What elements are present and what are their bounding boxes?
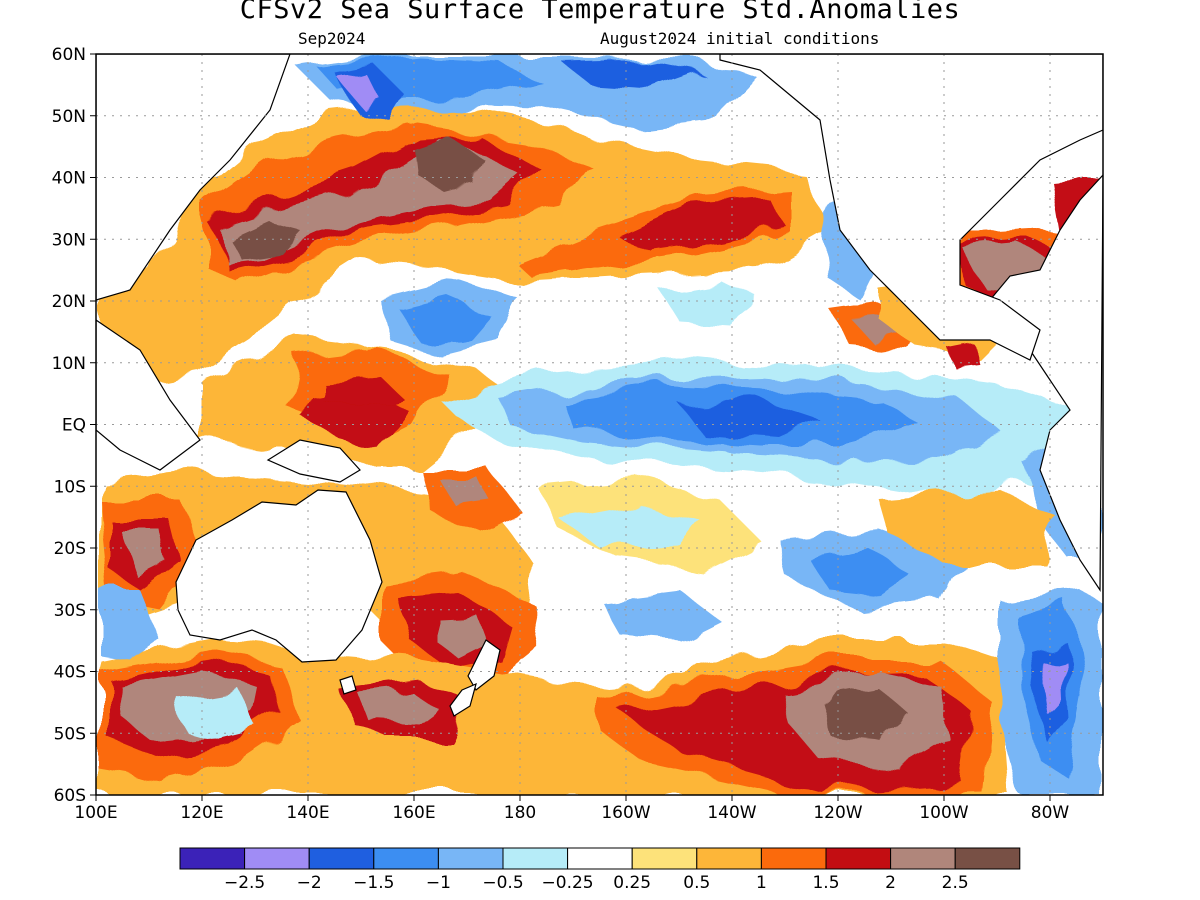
colorbar-swatch	[567, 847, 633, 870]
colorbar-swatch	[760, 847, 827, 870]
colorbar-swatch	[954, 847, 1021, 870]
lat-tick-label: 50N	[52, 107, 86, 127]
colorbar-label: −0.5	[482, 873, 523, 893]
lon-tick-label: 180	[504, 803, 536, 823]
lat-tick-label: 10S	[54, 477, 86, 497]
lon-tick-label: 120E	[180, 803, 223, 823]
colorbar-swatch	[373, 847, 439, 870]
colorbar-swatch	[631, 847, 698, 870]
anomaly-field	[96, 54, 1103, 795]
lat-tick-label: 60S	[54, 786, 86, 806]
lon-tick-label: 160E	[392, 803, 435, 823]
colorbar	[179, 847, 1021, 870]
colorbar-label: −1	[426, 873, 451, 893]
lat-tick-label: 40N	[52, 169, 86, 189]
lat-tick-label: 60N	[52, 45, 86, 65]
chart-title: CFSv2 Sea Surface Temperature Std.Anomal…	[239, 0, 961, 25]
colorbar-swatch	[890, 847, 956, 870]
lat-tick-label: 30S	[54, 601, 86, 621]
lat-tick-label: 20S	[54, 539, 86, 559]
colorbar-label: 0.25	[613, 873, 651, 893]
longitude-axis: 100E 120E 140E 160E 180 160W 140W 120W 100W 80W	[74, 795, 1069, 823]
lat-tick-label: 50S	[54, 724, 86, 744]
lon-tick-label: 140W	[707, 803, 756, 823]
colorbar-label: −2	[297, 873, 322, 893]
lat-tick-label: EQ	[62, 416, 86, 436]
lon-tick-label: 100E	[74, 803, 117, 823]
colorbar-label: 0.5	[683, 873, 710, 893]
lon-tick-label: 120W	[813, 803, 862, 823]
lat-tick-label: 40S	[54, 663, 86, 683]
forecast-month: Sep2024	[298, 29, 366, 48]
colorbar-label: 2.5	[942, 873, 969, 893]
lon-tick-label: 100W	[919, 803, 968, 823]
colorbar-swatch	[179, 847, 246, 870]
colorbar-label: −1.5	[353, 873, 394, 893]
lat-tick-label: 20N	[52, 292, 86, 312]
lon-tick-label: 80W	[1031, 803, 1070, 823]
colorbar-swatch	[244, 847, 310, 870]
colorbar-swatch	[308, 847, 375, 870]
colorbar-swatch	[437, 847, 504, 870]
latitude-axis: 60N 50N 40N 30N 20N 10N EQ 10S 20S 30S 40S 50S 60S	[52, 45, 96, 806]
lon-tick-label: 140E	[286, 803, 329, 823]
graticule	[96, 54, 1103, 795]
colorbar-swatch	[696, 847, 762, 870]
lat-tick-label: 10N	[52, 354, 86, 374]
colorbar-labels: −2.5 −2 −1.5 −1 −0.5 −0.25 0.25 0.5 1 1.5 2 2.5	[224, 873, 969, 893]
colorbar-swatch	[825, 847, 892, 870]
colorbar-label: −0.25	[542, 873, 594, 893]
colorbar-swatch	[502, 847, 569, 870]
lon-tick-label: 160W	[601, 803, 650, 823]
initial-conditions: August2024 initial conditions	[600, 29, 880, 48]
colorbar-label: 1	[756, 873, 767, 893]
colorbar-label: 2	[885, 873, 896, 893]
colorbar-label: −2.5	[224, 873, 265, 893]
colorbar-label: 1.5	[812, 873, 839, 893]
lat-tick-label: 30N	[52, 230, 86, 250]
